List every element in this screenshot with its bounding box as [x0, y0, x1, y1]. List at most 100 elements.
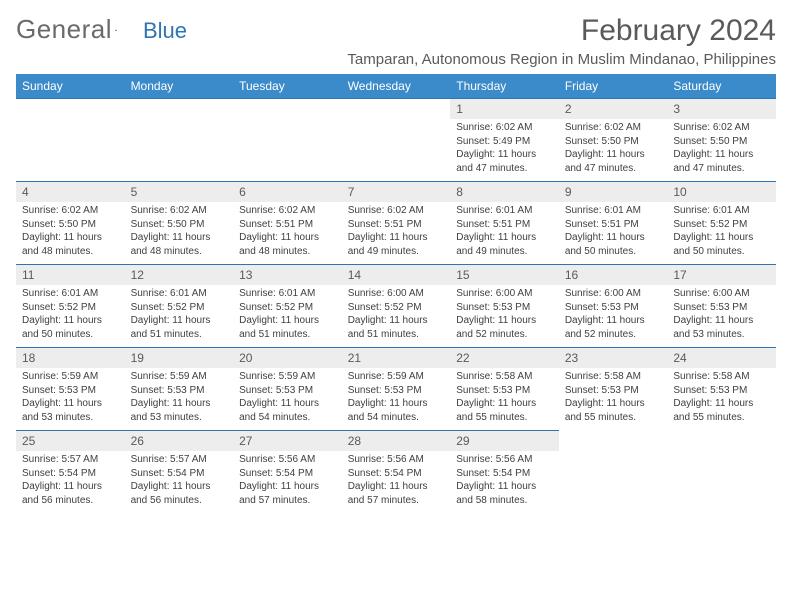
calendar-cell: 1Sunrise: 6:02 AMSunset: 5:49 PMDaylight…: [450, 98, 559, 181]
calendar-cell: 2Sunrise: 6:02 AMSunset: 5:50 PMDaylight…: [559, 98, 668, 181]
day-details: Sunrise: 5:59 AMSunset: 5:53 PMDaylight:…: [233, 368, 342, 430]
day-details: Sunrise: 6:01 AMSunset: 5:52 PMDaylight:…: [233, 285, 342, 347]
sunrise-text: Sunrise: 6:02 AM: [131, 204, 228, 218]
daylight-text: Daylight: 11 hours and 47 minutes.: [456, 148, 553, 175]
daylight-text: Daylight: 11 hours and 50 minutes.: [565, 231, 662, 258]
empty-cell: [125, 98, 234, 118]
sunset-text: Sunset: 5:50 PM: [131, 218, 228, 232]
sunset-text: Sunset: 5:53 PM: [348, 384, 445, 398]
calendar-cell: 21Sunrise: 5:59 AMSunset: 5:53 PMDayligh…: [342, 347, 451, 430]
sunrise-text: Sunrise: 6:01 AM: [673, 204, 770, 218]
day-number: 29: [450, 430, 559, 451]
sunrise-text: Sunrise: 6:02 AM: [22, 204, 119, 218]
sunset-text: Sunset: 5:50 PM: [565, 135, 662, 149]
calendar-cell: 26Sunrise: 5:57 AMSunset: 5:54 PMDayligh…: [125, 430, 234, 513]
calendar-cell: 12Sunrise: 6:01 AMSunset: 5:52 PMDayligh…: [125, 264, 234, 347]
day-details: Sunrise: 5:56 AMSunset: 5:54 PMDaylight:…: [450, 451, 559, 513]
brand-triangle-icon: [115, 22, 117, 38]
sunrise-text: Sunrise: 6:01 AM: [456, 204, 553, 218]
calendar-week: 4Sunrise: 6:02 AMSunset: 5:50 PMDaylight…: [16, 181, 776, 264]
sunset-text: Sunset: 5:53 PM: [456, 384, 553, 398]
calendar-cell: 19Sunrise: 5:59 AMSunset: 5:53 PMDayligh…: [125, 347, 234, 430]
empty-cell: [667, 430, 776, 450]
day-number: 7: [342, 181, 451, 202]
brand-part1: General: [16, 14, 112, 45]
sunset-text: Sunset: 5:49 PM: [456, 135, 553, 149]
daylight-text: Daylight: 11 hours and 51 minutes.: [131, 314, 228, 341]
sunset-text: Sunset: 5:54 PM: [348, 467, 445, 481]
calendar-week: 18Sunrise: 5:59 AMSunset: 5:53 PMDayligh…: [16, 347, 776, 430]
sunrise-text: Sunrise: 5:57 AM: [131, 453, 228, 467]
day-header: Sunday: [16, 74, 125, 98]
sunset-text: Sunset: 5:53 PM: [673, 384, 770, 398]
sunset-text: Sunset: 5:53 PM: [673, 301, 770, 315]
calendar-cell: [16, 98, 125, 181]
sunset-text: Sunset: 5:53 PM: [565, 301, 662, 315]
calendar-table: Sunday Monday Tuesday Wednesday Thursday…: [16, 74, 776, 513]
sunset-text: Sunset: 5:50 PM: [673, 135, 770, 149]
day-number: 2: [559, 98, 668, 119]
sunset-text: Sunset: 5:53 PM: [565, 384, 662, 398]
calendar-cell: 15Sunrise: 6:00 AMSunset: 5:53 PMDayligh…: [450, 264, 559, 347]
day-details: Sunrise: 5:56 AMSunset: 5:54 PMDaylight:…: [342, 451, 451, 513]
brand-logo: General Blue: [16, 14, 187, 45]
sunset-text: Sunset: 5:52 PM: [131, 301, 228, 315]
calendar-cell: 3Sunrise: 6:02 AMSunset: 5:50 PMDaylight…: [667, 98, 776, 181]
sunset-text: Sunset: 5:51 PM: [456, 218, 553, 232]
empty-cell: [559, 430, 668, 450]
calendar-cell: [342, 98, 451, 181]
sunrise-text: Sunrise: 6:01 AM: [239, 287, 336, 301]
daylight-text: Daylight: 11 hours and 52 minutes.: [456, 314, 553, 341]
daylight-text: Daylight: 11 hours and 57 minutes.: [348, 480, 445, 507]
sunset-text: Sunset: 5:54 PM: [22, 467, 119, 481]
day-number: 27: [233, 430, 342, 451]
daylight-text: Daylight: 11 hours and 51 minutes.: [239, 314, 336, 341]
daylight-text: Daylight: 11 hours and 55 minutes.: [456, 397, 553, 424]
daylight-text: Daylight: 11 hours and 48 minutes.: [131, 231, 228, 258]
calendar-cell: 25Sunrise: 5:57 AMSunset: 5:54 PMDayligh…: [16, 430, 125, 513]
calendar-cell: 6Sunrise: 6:02 AMSunset: 5:51 PMDaylight…: [233, 181, 342, 264]
day-number: 24: [667, 347, 776, 368]
daylight-text: Daylight: 11 hours and 55 minutes.: [673, 397, 770, 424]
sunrise-text: Sunrise: 6:00 AM: [673, 287, 770, 301]
day-number: 11: [16, 264, 125, 285]
calendar-cell: 5Sunrise: 6:02 AMSunset: 5:50 PMDaylight…: [125, 181, 234, 264]
header: General Blue February 2024 Tamparan, Aut…: [16, 14, 776, 68]
sunset-text: Sunset: 5:54 PM: [456, 467, 553, 481]
daylight-text: Daylight: 11 hours and 54 minutes.: [348, 397, 445, 424]
daylight-text: Daylight: 11 hours and 53 minutes.: [673, 314, 770, 341]
day-details: Sunrise: 6:02 AMSunset: 5:49 PMDaylight:…: [450, 119, 559, 181]
daylight-text: Daylight: 11 hours and 51 minutes.: [348, 314, 445, 341]
calendar-cell: [667, 430, 776, 513]
sunrise-text: Sunrise: 6:02 AM: [348, 204, 445, 218]
day-details: Sunrise: 6:02 AMSunset: 5:50 PMDaylight:…: [667, 119, 776, 181]
daylight-text: Daylight: 11 hours and 57 minutes.: [239, 480, 336, 507]
day-details: Sunrise: 6:00 AMSunset: 5:52 PMDaylight:…: [342, 285, 451, 347]
day-details: Sunrise: 6:02 AMSunset: 5:51 PMDaylight:…: [342, 202, 451, 264]
day-details: Sunrise: 6:01 AMSunset: 5:51 PMDaylight:…: [559, 202, 668, 264]
day-number: 18: [16, 347, 125, 368]
daylight-text: Daylight: 11 hours and 53 minutes.: [131, 397, 228, 424]
day-details: Sunrise: 6:01 AMSunset: 5:52 PMDaylight:…: [667, 202, 776, 264]
sunrise-text: Sunrise: 6:02 AM: [673, 121, 770, 135]
daylight-text: Daylight: 11 hours and 56 minutes.: [131, 480, 228, 507]
sunset-text: Sunset: 5:51 PM: [565, 218, 662, 232]
calendar-week: 1Sunrise: 6:02 AMSunset: 5:49 PMDaylight…: [16, 98, 776, 181]
sunset-text: Sunset: 5:52 PM: [239, 301, 336, 315]
sunrise-text: Sunrise: 5:59 AM: [239, 370, 336, 384]
calendar-cell: 27Sunrise: 5:56 AMSunset: 5:54 PMDayligh…: [233, 430, 342, 513]
sunset-text: Sunset: 5:54 PM: [131, 467, 228, 481]
sunrise-text: Sunrise: 6:01 AM: [131, 287, 228, 301]
sunrise-text: Sunrise: 5:58 AM: [565, 370, 662, 384]
day-number: 23: [559, 347, 668, 368]
sunset-text: Sunset: 5:53 PM: [22, 384, 119, 398]
calendar-cell: 24Sunrise: 5:58 AMSunset: 5:53 PMDayligh…: [667, 347, 776, 430]
daylight-text: Daylight: 11 hours and 52 minutes.: [565, 314, 662, 341]
day-number: 9: [559, 181, 668, 202]
empty-cell: [233, 98, 342, 118]
day-details: Sunrise: 6:02 AMSunset: 5:51 PMDaylight:…: [233, 202, 342, 264]
calendar-cell: [559, 430, 668, 513]
day-details: Sunrise: 6:01 AMSunset: 5:52 PMDaylight:…: [16, 285, 125, 347]
day-details: Sunrise: 6:02 AMSunset: 5:50 PMDaylight:…: [16, 202, 125, 264]
sunset-text: Sunset: 5:51 PM: [348, 218, 445, 232]
